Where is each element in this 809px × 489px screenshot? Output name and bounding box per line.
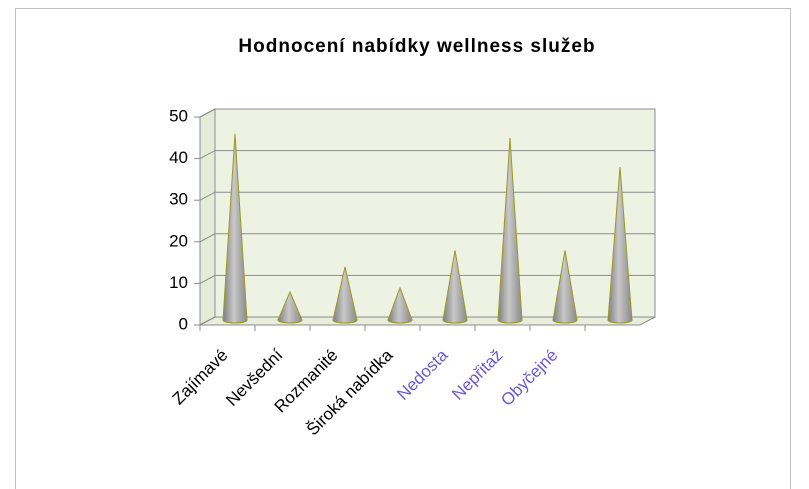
chart-title: Hodnocení nabídky wellness služeb	[238, 36, 595, 57]
cone	[442, 250, 468, 324]
side-wall	[199, 108, 216, 326]
y-tick-label: 30	[169, 190, 188, 209]
grid-line	[199, 108, 655, 118]
cone	[222, 133, 248, 324]
floor	[199, 316, 656, 326]
grid-line	[199, 150, 655, 160]
cone	[552, 250, 578, 324]
cone	[607, 167, 633, 324]
y-tick-label: 0	[179, 314, 188, 333]
cone	[277, 290, 303, 324]
y-tick-label: 10	[169, 273, 188, 292]
y-tick-label: 40	[169, 148, 188, 167]
cone	[497, 137, 523, 324]
y-tick-label: 20	[169, 231, 188, 250]
cone	[387, 286, 413, 324]
back-wall	[214, 108, 656, 318]
cone	[332, 266, 358, 324]
y-tick-label: 50	[169, 106, 188, 125]
